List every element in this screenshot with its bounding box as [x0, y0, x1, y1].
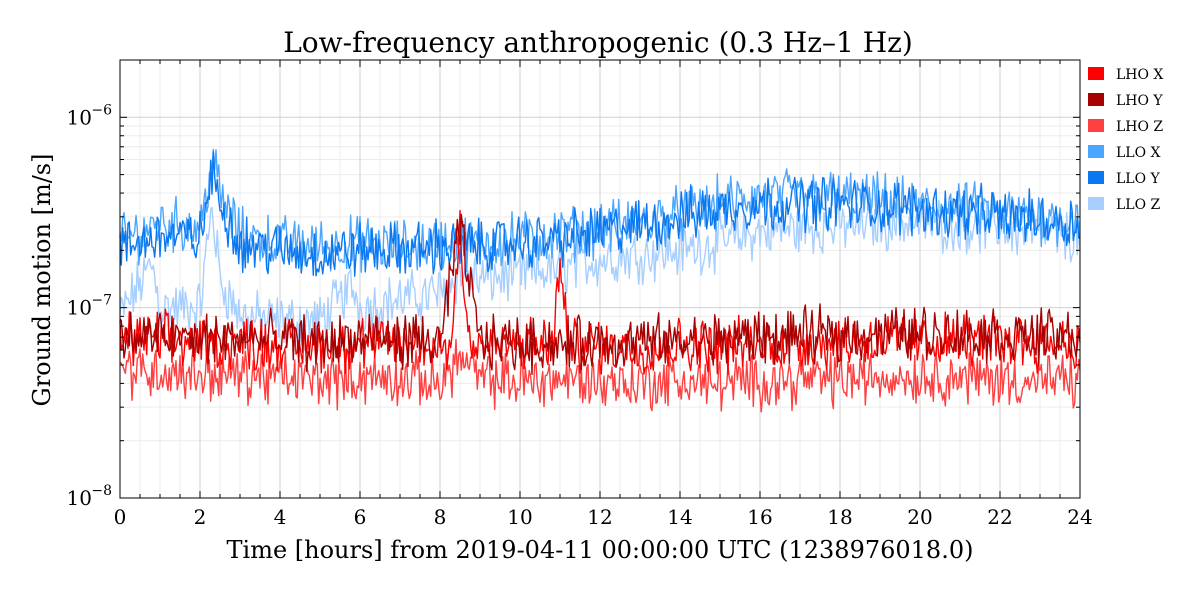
x-tick-label: 12 — [587, 505, 612, 529]
legend-swatch — [1088, 119, 1104, 132]
legend-label: LLO X — [1116, 145, 1161, 161]
legend-label: LHO Z — [1116, 119, 1163, 135]
legend-swatch — [1088, 67, 1104, 80]
series-line-lho-y — [119, 213, 1081, 376]
chart-title: Low-frequency anthropogenic (0.3 Hz–1 Hz… — [283, 26, 913, 59]
series-line-llo-y — [119, 151, 1081, 277]
x-axis-label: Time [hours] from 2019-04-11 00:00:00 UT… — [227, 536, 974, 564]
legend-label: LHO Y — [1116, 93, 1163, 109]
y-tick-label: 10 — [67, 296, 92, 320]
y-tick-exponent: −8 — [91, 483, 112, 499]
x-tick-label: 14 — [667, 505, 692, 529]
legend-label: LHO X — [1116, 67, 1163, 83]
x-tick-label: 10 — [507, 505, 532, 529]
x-axis: 0 2 4 6 8 10 12 14 16 18 20 22 24 — [114, 60, 1093, 529]
x-tick-label: 6 — [354, 505, 367, 529]
legend-swatch — [1088, 145, 1104, 158]
y-tick-base: 10 — [67, 296, 92, 320]
x-tick-label: 20 — [907, 505, 932, 529]
y-tick-exponent: −7 — [91, 293, 112, 309]
y-tick-exponent: −6 — [91, 102, 112, 118]
series-line-lho-z — [119, 338, 1081, 413]
legend: LHO X LHO Y LHO Z LLO X LLO Y LLO Z — [1088, 67, 1163, 213]
legend-swatch — [1088, 93, 1104, 106]
y-axis-label: Ground motion [m/s] — [28, 154, 56, 407]
legend-swatch — [1088, 171, 1104, 184]
series-line-llo-z — [119, 195, 1081, 346]
legend-label: LLO Y — [1116, 171, 1161, 187]
y-tick-base: 10 — [67, 486, 92, 510]
y-axis: 10−810−710−6 — [67, 59, 1080, 510]
y-tick-label: 10 — [67, 105, 92, 129]
x-tick-label: 22 — [987, 505, 1012, 529]
series-line-lho-x — [119, 209, 1081, 375]
y-tick-label: 10 — [67, 486, 92, 510]
x-tick-label: 0 — [114, 505, 127, 529]
legend-label: LLO Z — [1116, 197, 1161, 213]
x-tick-label: 4 — [274, 505, 287, 529]
plot-area — [119, 59, 1081, 499]
y-tick-base: 10 — [67, 105, 92, 129]
x-tick-label: 24 — [1067, 505, 1092, 529]
x-tick-label: 18 — [827, 505, 852, 529]
x-tick-label: 2 — [194, 505, 207, 529]
x-tick-label: 8 — [434, 505, 447, 529]
series-layer — [119, 148, 1081, 413]
x-tick-label: 16 — [747, 505, 772, 529]
legend-swatch — [1088, 197, 1104, 210]
